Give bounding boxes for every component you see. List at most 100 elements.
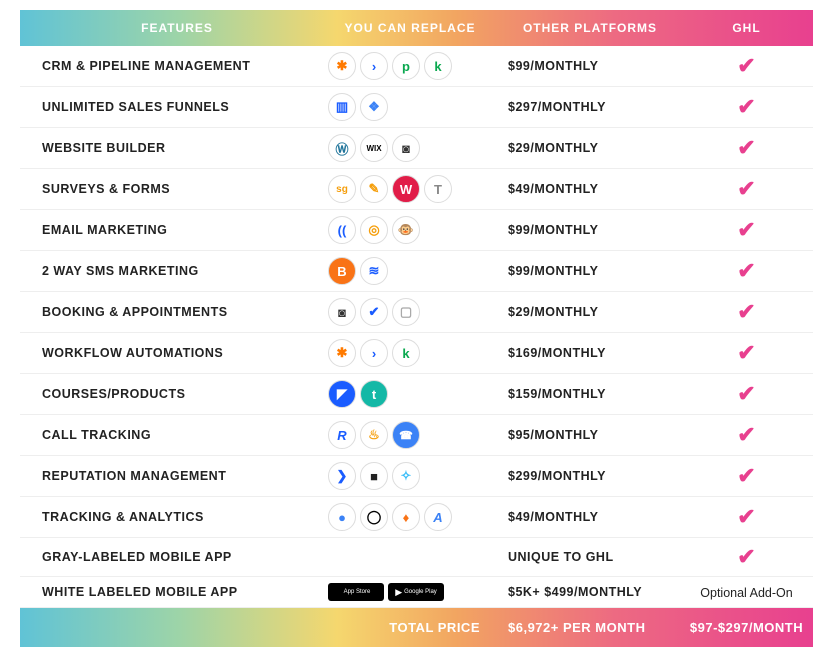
feature-label: SURVEYS & FORMS <box>20 169 320 210</box>
other-price: $95/MONTHLY <box>500 415 680 456</box>
ghl-cell: ✔ <box>680 333 813 374</box>
replace-cell <box>320 538 500 577</box>
feature-label: BOOKING & APPOINTMENTS <box>20 292 320 333</box>
tool-icon: t <box>360 380 388 408</box>
feature-label: GRAY-LABELED MOBILE APP <box>20 538 320 577</box>
replace-cell: B≋ <box>320 251 500 292</box>
footer-total-label: TOTAL PRICE <box>320 608 500 647</box>
ghl-cell: ✔ <box>680 374 813 415</box>
check-icon: ✔ <box>737 422 755 447</box>
replace-cell: ◤t <box>320 374 500 415</box>
tool-icon: (( <box>328 216 356 244</box>
feature-label: WORKFLOW AUTOMATIONS <box>20 333 320 374</box>
header-row: FEATURES YOU CAN REPLACE OTHER PLATFORMS… <box>20 10 813 46</box>
feature-row: SURVEYS & FORMS sg✎WT $49/MONTHLY ✔ <box>20 169 813 210</box>
tool-icon: ☎ <box>392 421 420 449</box>
tool-icon: ◙ <box>328 298 356 326</box>
other-price: $5K+ $499/MONTHLY <box>500 577 680 608</box>
feature-label: 2 WAY SMS MARKETING <box>20 251 320 292</box>
feature-row: WHITE LABELED MOBILE APPApp Store▶Google… <box>20 577 813 608</box>
tool-icon: T <box>424 175 452 203</box>
tool-icon: › <box>360 52 388 80</box>
replace-cell: ◙✔▢ <box>320 292 500 333</box>
other-price: $29/MONTHLY <box>500 128 680 169</box>
other-price: UNIQUE TO GHL <box>500 538 680 577</box>
tool-icon: B <box>328 257 356 285</box>
feature-row: WEBSITE BUILDERⓌWIX◙$29/MONTHLY✔ <box>20 128 813 169</box>
tool-icon: sg <box>328 175 356 203</box>
replace-cell: ●◯♦A <box>320 497 500 538</box>
tool-icon: W <box>392 175 420 203</box>
other-price: $99/MONTHLY <box>500 210 680 251</box>
check-icon: ✔ <box>737 258 755 283</box>
feature-label: WEBSITE BUILDER <box>20 128 320 169</box>
tool-icon: ♨ <box>360 421 388 449</box>
tool-icon: ● <box>328 503 356 531</box>
ghl-cell: ✔ <box>680 497 813 538</box>
ghl-cell: ✔ <box>680 87 813 128</box>
other-price: $29/MONTHLY <box>500 292 680 333</box>
tool-icon: ✧ <box>392 462 420 490</box>
ghl-cell: ✔ <box>680 128 813 169</box>
tool-icon: k <box>392 339 420 367</box>
tool-icon: ▢ <box>392 298 420 326</box>
feature-row: COURSES/PRODUCTS◤t$159/MONTHLY✔ <box>20 374 813 415</box>
other-price: $99/MONTHLY <box>500 251 680 292</box>
feature-label: CRM & PIPELINE MANAGEMENT <box>20 46 320 87</box>
feature-label: TRACKING & ANALYTICS <box>20 497 320 538</box>
other-price: $159/MONTHLY <box>500 374 680 415</box>
tool-icon: k <box>424 52 452 80</box>
check-icon: ✔ <box>737 53 755 78</box>
check-icon: ✔ <box>737 463 755 488</box>
tool-icon: ▥ <box>328 93 356 121</box>
footer-blank <box>20 608 320 647</box>
tool-icon: R <box>328 421 356 449</box>
footer-ghl-total: $97-$297/MONTH <box>680 608 813 647</box>
check-icon: ✔ <box>737 176 755 201</box>
replace-cell: ▥❖ <box>320 87 500 128</box>
feature-label: COURSES/PRODUCTS <box>20 374 320 415</box>
feature-row: 2 WAY SMS MARKETINGB≋$99/MONTHLY✔ <box>20 251 813 292</box>
tool-icon: ❯ <box>328 462 356 490</box>
header-ghl: GHL <box>680 10 813 46</box>
feature-label: UNLIMITED SALES FUNNELS <box>20 87 320 128</box>
other-price: $297/MONTHLY <box>500 87 680 128</box>
replace-cell: ⓌWIX◙ <box>320 128 500 169</box>
tool-icon: ≋ <box>360 257 388 285</box>
footer-other-total: $6,972+ PER MONTH <box>500 608 680 647</box>
ghl-cell: ✔ <box>680 538 813 577</box>
ghl-cell: ✔ <box>680 251 813 292</box>
tool-icon: ❖ <box>360 93 388 121</box>
tool-icon: ✎ <box>360 175 388 203</box>
tool-icon: WIX <box>360 134 388 162</box>
comparison-table: FEATURES YOU CAN REPLACE OTHER PLATFORMS… <box>20 10 813 647</box>
replace-cell: App Store▶Google Play <box>320 577 500 608</box>
check-icon: ✔ <box>737 217 755 242</box>
other-price: $49/MONTHLY <box>500 497 680 538</box>
tool-icon: ✔ <box>360 298 388 326</box>
tool-icon: ◙ <box>392 134 420 162</box>
check-icon: ✔ <box>737 135 755 160</box>
replace-cell: ✱›k <box>320 333 500 374</box>
tool-icon: ✱ <box>328 52 356 80</box>
tool-icon: Ⓦ <box>328 134 356 162</box>
ghl-cell: ✔ <box>680 456 813 497</box>
check-icon: ✔ <box>737 504 755 529</box>
check-icon: ✔ <box>737 544 755 569</box>
feature-label: CALL TRACKING <box>20 415 320 456</box>
feature-row: CALL TRACKING R♨☎ $95/MONTHLY ✔ <box>20 415 813 456</box>
store-badge: ▶Google Play <box>388 583 444 601</box>
check-icon: ✔ <box>737 94 755 119</box>
feature-label: WHITE LABELED MOBILE APP <box>20 577 320 608</box>
feature-row: TRACKING & ANALYTICS●◯♦A$49/MONTHLY ✔ <box>20 497 813 538</box>
check-icon: ✔ <box>737 340 755 365</box>
check-icon: ✔ <box>737 299 755 324</box>
feature-row: CRM & PIPELINE MANAGEMENT✱›pk$99/MONTHLY… <box>20 46 813 87</box>
other-price: $299/MONTHLY <box>500 456 680 497</box>
feature-row: EMAIL MARKETING((◎🐵$99/MONTHLY✔ <box>20 210 813 251</box>
tool-icon: ✱ <box>328 339 356 367</box>
tool-icon: ◤ <box>328 380 356 408</box>
header-features: FEATURES <box>20 10 320 46</box>
ghl-cell: ✔ <box>680 46 813 87</box>
other-price: $49/MONTHLY <box>500 169 680 210</box>
